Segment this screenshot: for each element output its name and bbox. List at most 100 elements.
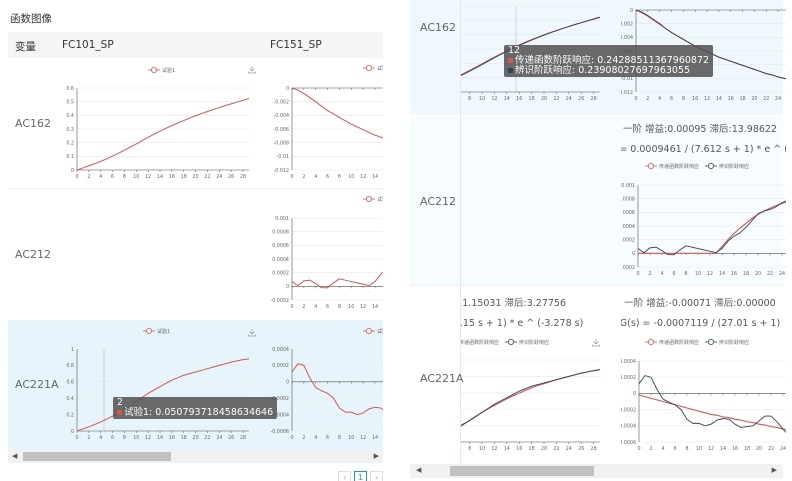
x-tick-label: 12 xyxy=(704,96,710,102)
x-tick-label: 10 xyxy=(133,174,139,180)
legend-label[interactable]: 试验1 xyxy=(157,328,170,335)
x-tick-label: 6 xyxy=(326,174,329,180)
x-tick-label: 16 xyxy=(384,304,390,310)
line-chart-fc101_ac221a[interactable]: 00.20.40.60.810 2 4 6 8 10 12 14 16 18 20 22 24 26 28增… xyxy=(409,297,600,452)
series-line-trial[interactable] xyxy=(76,358,250,432)
y-tick-label: -0.0002 xyxy=(616,265,635,271)
legend-label[interactable]: 试验1 xyxy=(162,67,175,74)
legend-label[interactable]: 试验1 xyxy=(377,196,390,203)
horizontal-scrollbar[interactable]: ◀ ▶ xyxy=(8,450,383,463)
triangle-right-icon[interactable]: ▶ xyxy=(771,466,777,474)
x-tick-label: 0 xyxy=(637,446,640,452)
series-line-trial[interactable] xyxy=(291,363,440,425)
horizontal-scrollbar[interactable]: ◀ ▶ xyxy=(410,464,783,478)
x-tick-label: 0 xyxy=(290,304,293,310)
scrollbar-thumb[interactable] xyxy=(450,466,594,476)
x-tick-label: 18 xyxy=(529,96,535,102)
y-tick-label: 0.001 xyxy=(275,216,289,222)
x-tick-label: 2 xyxy=(646,96,649,102)
series-line-model[interactable] xyxy=(420,368,600,442)
prev-page-button[interactable]: ‹ xyxy=(338,471,351,481)
download-icon[interactable] xyxy=(592,339,600,347)
series-color-dot xyxy=(508,68,513,73)
x-tick-label: 16 xyxy=(516,96,522,102)
x-tick-label: 14 xyxy=(157,435,163,441)
legend-circle-icon xyxy=(150,67,157,74)
series-line-trial[interactable] xyxy=(291,233,440,289)
triangle-left-icon[interactable]: ◀ xyxy=(12,452,18,460)
triangle-left-icon[interactable]: ◀ xyxy=(416,466,422,474)
triangle-right-icon[interactable]: ▶ xyxy=(373,452,379,460)
y-tick-label: 0.6 xyxy=(409,391,417,397)
legend-circle-icon xyxy=(145,327,152,334)
y-tick-label: 0.8 xyxy=(409,374,417,380)
series-line-model[interactable] xyxy=(638,394,789,430)
series-line-measured[interactable] xyxy=(420,369,600,442)
x-tick-label: 10 xyxy=(479,96,485,102)
chart-legend[interactable]: 试验1 xyxy=(363,65,390,72)
x-tick-label: 28 xyxy=(591,446,597,452)
row-label: AC221A xyxy=(420,372,464,385)
y-tick-label: 0.0004 xyxy=(619,359,636,365)
scrollbar-thumb[interactable] xyxy=(23,452,171,461)
y-tick-label: 0.1 xyxy=(66,154,74,160)
y-tick-label: 1 xyxy=(414,358,417,364)
download-icon[interactable] xyxy=(248,66,256,74)
legend-label[interactable]: 辨识阶跃响应 xyxy=(719,339,749,346)
line-chart-fc101_ac221a[interactable]: 00.20.40.60.810 2 4 6 8 10 12 14 16 18 20 22 24 26 28试… xyxy=(66,328,256,441)
series-line-trial[interactable] xyxy=(76,98,250,171)
chart-legend[interactable]: 试验1 xyxy=(143,328,170,335)
row-divider xyxy=(410,285,783,286)
x-tick-label: 22 xyxy=(419,435,425,441)
legend-label[interactable]: 辨识阶跃响应 xyxy=(519,339,549,346)
legend-label[interactable]: 试验1 xyxy=(377,65,390,72)
download-icon[interactable] xyxy=(248,329,256,337)
x-tick-label: 22 xyxy=(768,446,774,452)
series-line-trial[interactable] xyxy=(291,87,446,158)
legend-label[interactable]: 传递函数阶跃响应 xyxy=(659,339,699,346)
x-tick-label: 10 xyxy=(479,446,485,452)
chart-legend[interactable]: 传递函数阶跃响应 辨识阶跃响应 xyxy=(445,339,549,346)
legend-circle-icon xyxy=(708,162,715,169)
x-tick-label: 12 xyxy=(491,96,497,102)
next-page-button[interactable]: › xyxy=(370,471,383,481)
x-tick-label: 28 xyxy=(591,96,597,102)
y-tick-label: -0.012 xyxy=(274,168,289,174)
chart-legend[interactable]: 试验1 xyxy=(363,196,390,203)
y-tick-label: -0.008 xyxy=(274,140,289,146)
chart-legend[interactable]: 传递函数阶跃响应 辨识阶跃响应 xyxy=(645,339,749,346)
x-tick-label: 4 xyxy=(99,174,102,180)
legend-label[interactable]: 传递函数阶跃响应 xyxy=(459,339,499,346)
legend-label[interactable]: 传递函数阶跃响应 xyxy=(659,163,699,170)
legend-label[interactable]: 辨识阶跃响应 xyxy=(719,163,749,170)
chart-legend[interactable]: 试验1 xyxy=(148,67,175,74)
legend-circle-icon xyxy=(648,162,655,169)
line-chart-fc101_ac162[interactable]: 00.10.20.30.40.50.60 2 4 6 8 10 12 14 16 18 20 22 24… xyxy=(66,66,256,180)
table-row-highlight[interactable] xyxy=(8,320,383,450)
x-tick-label: 12 xyxy=(145,435,151,441)
tooltip-x: 12 xyxy=(508,45,521,56)
series-line-measured[interactable] xyxy=(637,200,788,256)
chart-legend[interactable]: 传递函数阶跃响应 辨识阶跃响应 xyxy=(645,163,749,170)
chart-legend[interactable]: 试验1 xyxy=(363,328,390,335)
legend-circle-icon xyxy=(507,338,514,345)
y-tick-label: 0.4 xyxy=(66,113,74,119)
legend-label[interactable]: 试验1 xyxy=(377,328,390,335)
series-line-model[interactable] xyxy=(638,201,788,254)
legend-circle-icon xyxy=(448,339,453,344)
series-line-measured[interactable] xyxy=(638,375,789,436)
series-color-dot xyxy=(508,58,513,63)
table-row[interactable] xyxy=(410,117,783,285)
page-1-button[interactable]: 1 xyxy=(354,471,367,481)
y-tick-label: 0.5 xyxy=(66,99,74,105)
y-tick-label: 0.0008 xyxy=(618,196,635,202)
y-tick-label: -0.0004 xyxy=(617,424,636,430)
x-tick-label: 22 xyxy=(763,96,769,102)
x-tick-label: 4 xyxy=(314,174,317,180)
x-tick-label: 2 xyxy=(431,446,434,452)
